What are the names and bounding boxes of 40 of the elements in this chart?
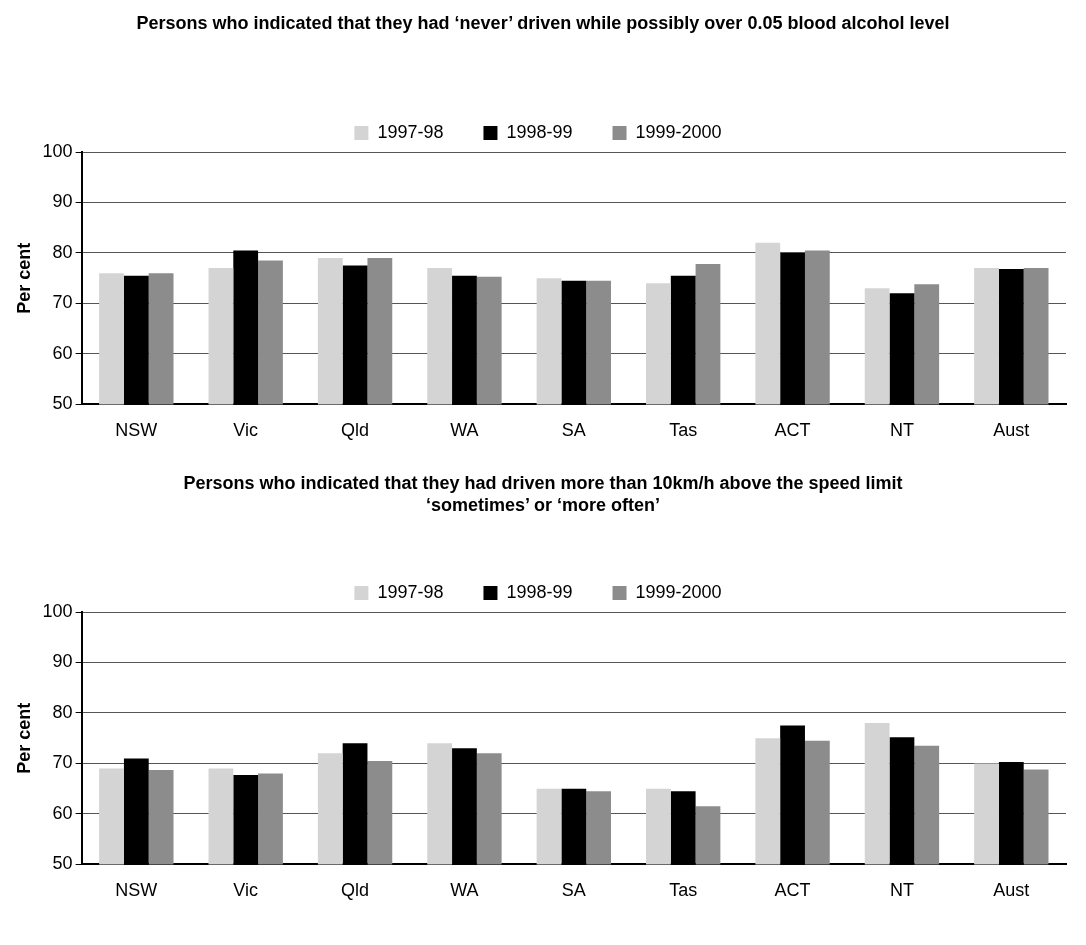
legend-label: 1999-2000	[635, 121, 722, 142]
y-tick-label: 100	[42, 600, 73, 621]
x-tick-label: Tas	[669, 880, 698, 901]
y-tick-label: 70	[52, 752, 73, 773]
y-tick-label: 100	[42, 140, 73, 161]
legend-label: 1999-2000	[635, 581, 722, 602]
chart-title: Persons who indicated that they had driven more than 10km/h above the speed limit ‘sometimes’ or ‘more often’	[182, 472, 904, 517]
x-tick-label: Vic	[233, 880, 259, 901]
x-tick-label: NSW	[115, 880, 158, 901]
chart-title: Persons who indicated that they had ‘never’ driven while possibly over 0.05 blood alcohol level	[135, 12, 951, 35]
y-axis-title: Per cent	[13, 242, 34, 314]
x-tick-label: SA	[561, 420, 586, 441]
x-tick-label: ACT	[774, 420, 811, 441]
legend-label: 1997-98	[377, 581, 444, 602]
y-tick-label: 50	[52, 853, 73, 874]
x-tick-label: Vic	[233, 420, 259, 441]
y-tick-label: 90	[52, 651, 73, 672]
x-tick-label: NT	[889, 880, 914, 901]
x-tick-label: WA	[450, 420, 479, 441]
y-axis-title: Per cent	[13, 702, 34, 774]
legend-label: 1997-98	[377, 121, 444, 142]
y-tick-label: 90	[52, 191, 73, 212]
y-tick-label: 60	[52, 342, 73, 363]
legend-label: 1998-99	[506, 581, 573, 602]
y-tick-label: 80	[52, 701, 73, 722]
x-tick-label: Qld	[341, 420, 370, 441]
y-tick-label: 70	[52, 292, 73, 313]
x-tick-label: ACT	[774, 880, 811, 901]
legend-label: 1998-99	[506, 121, 573, 142]
y-tick-label: 80	[52, 241, 73, 262]
x-tick-label: Aust	[993, 420, 1030, 441]
y-tick-label: 50	[52, 393, 73, 414]
y-tick-label: 60	[52, 802, 73, 823]
x-tick-label: Aust	[993, 880, 1030, 901]
x-tick-label: Tas	[669, 420, 698, 441]
x-tick-label: NT	[889, 420, 914, 441]
x-tick-label: NSW	[115, 420, 158, 441]
x-tick-label: Qld	[341, 880, 370, 901]
x-tick-label: SA	[561, 880, 586, 901]
x-tick-label: WA	[450, 880, 479, 901]
